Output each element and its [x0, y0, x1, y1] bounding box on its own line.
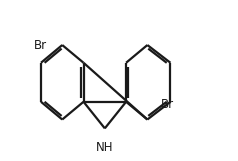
Text: Br: Br	[34, 38, 47, 52]
Text: NH: NH	[96, 141, 114, 154]
Text: Br: Br	[161, 98, 174, 111]
